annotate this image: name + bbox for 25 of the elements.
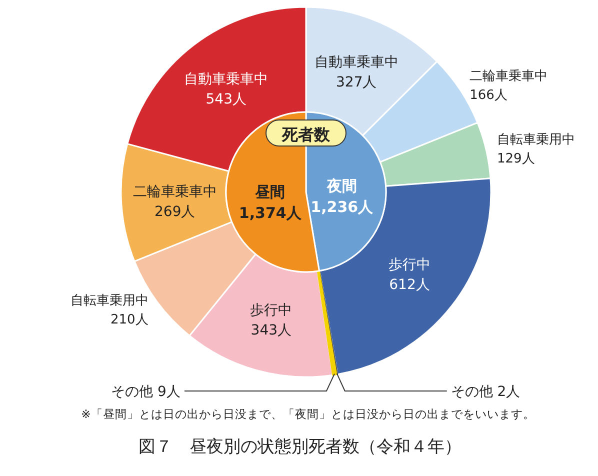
slice-label: 自転車乗用中 (496, 132, 575, 148)
data-label: 327人 (336, 74, 377, 91)
data-label: 269人 (154, 204, 196, 220)
text: 死者数 (281, 125, 331, 144)
slice-label: 歩行中 (388, 256, 431, 273)
data-label: 210人 (110, 312, 148, 328)
slice-label: 二輪車乗車中 (470, 68, 548, 84)
text: ※「昼間」とは日の出から日没まで、「夜間」とは日没から日の出までをいいます。 (81, 407, 535, 421)
data-label: 612人 (389, 276, 430, 293)
slice-label: 二輪車乗車中 (132, 184, 217, 200)
slice-label: 歩行中 (250, 302, 292, 319)
data-label: 1,374人 (238, 204, 302, 222)
slice-label: 昼間 (254, 182, 286, 201)
data-label: 343人 (250, 322, 292, 339)
data-label: 129人 (496, 152, 535, 167)
data-label: 543人 (206, 92, 246, 108)
slice-label: その他 2人 (450, 384, 520, 400)
slice-label: 夜間 (326, 177, 357, 196)
data-label: 1,236人 (310, 198, 374, 216)
slice-label: 自動車乗車中 (184, 72, 268, 88)
slice-label: 自転車乗用中 (70, 294, 148, 309)
slice-label: 自動車乗車中 (314, 54, 398, 71)
data-label: 166人 (470, 88, 508, 103)
slice-label: その他 9人 (111, 384, 180, 400)
text: 図７ 昼夜別の状態別死者数（令和４年） (138, 437, 462, 457)
